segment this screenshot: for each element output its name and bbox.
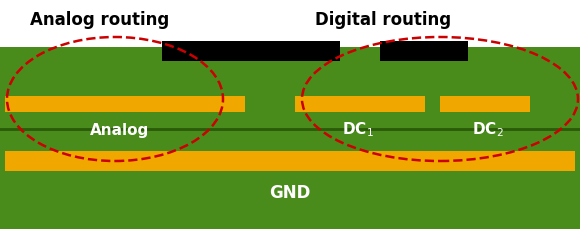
Text: GND: GND (269, 183, 311, 201)
Bar (162, 42, 340, 62)
Text: DC$_2$: DC$_2$ (472, 120, 504, 139)
Bar (0, 48, 580, 129)
Bar (5, 151, 575, 171)
Bar (295, 97, 425, 112)
Text: Analog: Analog (90, 122, 150, 137)
Text: DC$_1$: DC$_1$ (342, 120, 374, 139)
Bar (380, 42, 468, 62)
Bar (440, 97, 530, 112)
Text: Analog routing: Analog routing (30, 11, 169, 29)
Text: Digital routing: Digital routing (315, 11, 451, 29)
Bar (0, 0, 580, 129)
Bar (0, 129, 580, 229)
Bar (5, 97, 245, 112)
